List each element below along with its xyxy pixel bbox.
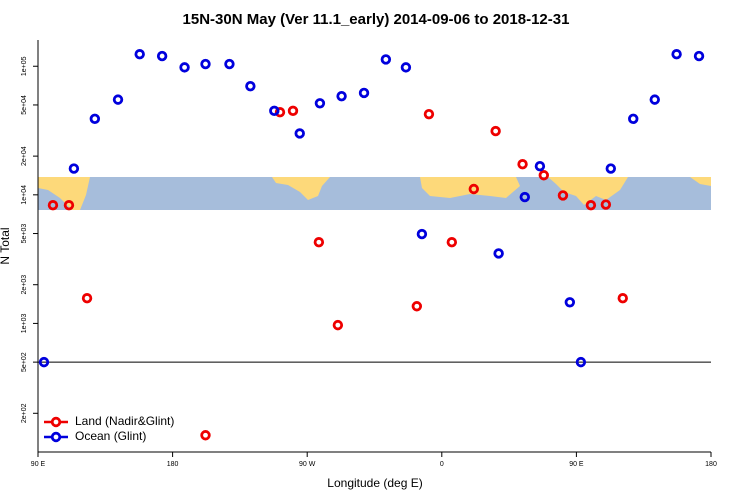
point	[490, 125, 501, 137]
point	[617, 293, 628, 304]
y-tick-label: 1e+03	[21, 313, 28, 333]
y-tick-label: 1e+04	[21, 185, 28, 205]
point	[564, 297, 576, 308]
point	[68, 163, 80, 174]
y-tick-label: 5e+02	[21, 352, 28, 372]
legend-label: Land (Nadir&Glint)	[75, 414, 174, 428]
point	[468, 183, 480, 195]
y-tick-label: 5e+03	[21, 224, 28, 244]
x-tick-label: 180	[705, 461, 717, 468]
point	[534, 160, 546, 172]
point	[600, 199, 612, 210]
point	[557, 190, 569, 201]
y-tick-label: 2e+02	[21, 403, 28, 423]
point	[224, 58, 235, 70]
point	[287, 105, 299, 117]
point	[200, 430, 211, 441]
point	[380, 54, 392, 65]
point	[628, 113, 639, 125]
point	[423, 108, 435, 120]
point	[649, 94, 660, 105]
point	[313, 237, 325, 248]
point	[358, 87, 370, 99]
x-tick-label: 0	[440, 461, 444, 468]
point	[134, 49, 145, 60]
x-axis-label: Longitude (deg E)	[327, 476, 422, 490]
map-band	[38, 177, 711, 210]
map-land	[272, 177, 330, 200]
point	[336, 90, 347, 102]
point	[314, 98, 326, 109]
y-tick-label: 5e+04	[21, 95, 28, 115]
point	[585, 200, 597, 211]
point	[245, 80, 256, 92]
point	[269, 105, 280, 117]
point	[519, 191, 531, 203]
point	[156, 50, 168, 62]
point	[274, 107, 286, 118]
point	[575, 356, 587, 368]
x-tick-label: 90 E	[569, 461, 584, 468]
point	[446, 237, 458, 248]
point	[200, 58, 211, 70]
y-tick-label: 2e+04	[21, 146, 28, 166]
point	[671, 49, 682, 60]
y-tick-label: 2e+03	[21, 275, 28, 295]
y-tick-label: 1e+05	[21, 56, 28, 76]
point	[89, 113, 101, 125]
chart-title: 15N-30N May (Ver 11.1_early) 2014-09-06 …	[183, 11, 570, 28]
map-land	[548, 177, 628, 205]
x-tick-label: 90 W	[299, 461, 316, 468]
point	[294, 128, 305, 139]
point	[400, 62, 412, 73]
y-axis-label: N Total	[0, 227, 12, 264]
point	[63, 200, 75, 211]
point	[517, 159, 528, 170]
point	[112, 94, 124, 105]
point	[81, 293, 93, 304]
map-land	[690, 177, 711, 186]
x-tick-label: 90 E	[31, 461, 46, 468]
point	[538, 170, 549, 181]
point	[38, 356, 50, 368]
point	[605, 163, 616, 174]
legend-marker	[50, 431, 62, 443]
map-land	[38, 177, 90, 210]
point	[416, 228, 428, 240]
point	[493, 248, 504, 259]
point	[47, 200, 59, 211]
legend-label: Ocean (Glint)	[75, 429, 146, 443]
legend-marker	[50, 416, 62, 428]
point	[693, 50, 705, 62]
point	[179, 62, 190, 73]
point	[332, 319, 344, 331]
x-tick-label: 180	[167, 461, 179, 468]
point	[411, 301, 423, 312]
